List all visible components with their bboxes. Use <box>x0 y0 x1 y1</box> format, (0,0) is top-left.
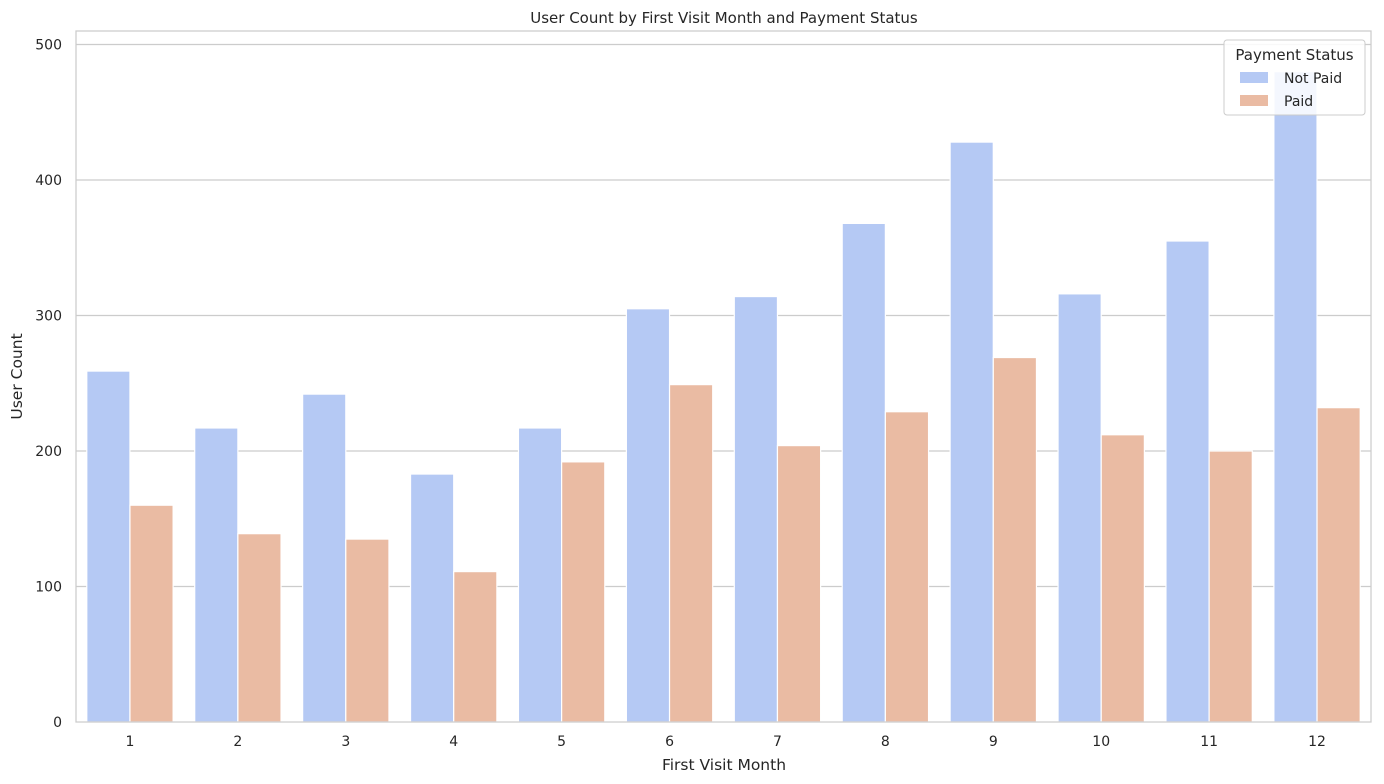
y-tick-label: 400 <box>35 173 62 189</box>
bar-not-paid-5 <box>517 427 563 723</box>
x-tick-label: 9 <box>989 734 998 750</box>
legend-label-paid: Paid <box>1284 94 1313 110</box>
y-axis-label: User Count <box>8 333 26 419</box>
bar-not-paid-10 <box>1057 293 1102 723</box>
bar-paid-7 <box>776 445 822 723</box>
y-tick-label: 100 <box>35 580 62 596</box>
legend: Payment Status Not Paid Paid <box>1223 39 1366 116</box>
bar-paid-10 <box>1100 434 1145 723</box>
x-tick-label: 2 <box>233 734 242 750</box>
legend-title: Payment Status <box>1235 46 1353 64</box>
x-tick-label: 7 <box>773 734 782 750</box>
bar-not-paid-6 <box>625 308 671 723</box>
x-tick-label: 3 <box>341 734 350 750</box>
y-tick-label: 200 <box>35 444 62 460</box>
x-tick-label: 1 <box>125 734 134 750</box>
legend-swatch-not-paid <box>1240 72 1268 83</box>
x-axis-label: First Visit Month <box>662 756 786 774</box>
plot-frame <box>75 30 1372 723</box>
bar-paid-2 <box>237 533 282 723</box>
bar-paid-5 <box>561 461 606 723</box>
bar-not-paid-9 <box>949 141 994 723</box>
x-tick-label: 10 <box>1092 734 1110 750</box>
bar-not-paid-12 <box>1273 71 1318 723</box>
bar-paid-3 <box>345 538 390 723</box>
x-tick-label: 8 <box>881 734 890 750</box>
y-tick-label: 500 <box>35 38 62 54</box>
bar-paid-4 <box>453 571 498 723</box>
y-tick-label: 0 <box>53 715 62 731</box>
bar-not-paid-11 <box>1165 240 1210 723</box>
bar-not-paid-2 <box>194 427 239 723</box>
bar-paid-6 <box>668 384 714 723</box>
legend-label-not-paid: Not Paid <box>1284 71 1342 87</box>
gridlines <box>76 43 1371 588</box>
x-tick-label: 5 <box>557 734 566 750</box>
bar-not-paid-3 <box>302 393 347 723</box>
bar-paid-9 <box>992 356 1038 723</box>
y-axis-ticks: 0 100 200 300 400 500 <box>35 38 62 731</box>
bar-paid-1 <box>129 504 174 723</box>
x-axis-ticks: 1 2 3 4 5 6 7 8 9 10 11 12 <box>125 734 1325 750</box>
chart-title: User Count by First Visit Month and Paym… <box>530 9 918 27</box>
bar-paid-11 <box>1208 450 1253 723</box>
legend-swatch-paid <box>1240 95 1268 106</box>
bars <box>86 71 1361 723</box>
bar-not-paid-4 <box>409 473 455 723</box>
bar-not-paid-8 <box>841 222 886 723</box>
bar-paid-8 <box>884 411 930 723</box>
x-tick-label: 11 <box>1200 734 1218 750</box>
bar-not-paid-7 <box>733 295 779 723</box>
y-tick-label: 300 <box>35 309 62 325</box>
x-tick-label: 12 <box>1308 734 1326 750</box>
x-tick-label: 4 <box>449 734 458 750</box>
x-tick-label: 6 <box>665 734 674 750</box>
bar-paid-12 <box>1316 407 1361 723</box>
bar-not-paid-1 <box>86 370 131 723</box>
